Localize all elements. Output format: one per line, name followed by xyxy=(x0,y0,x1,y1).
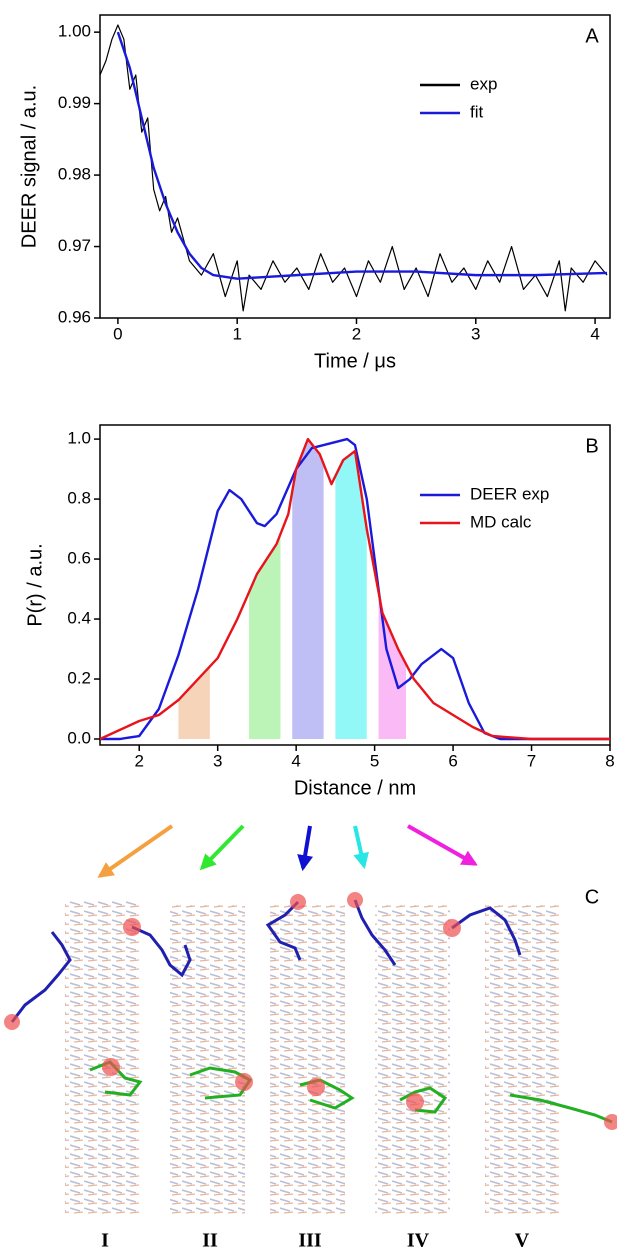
x-tick-label: 6 xyxy=(448,751,457,770)
spin-center xyxy=(406,1093,424,1111)
dna-helix xyxy=(375,905,450,1215)
x-tick-label: 4 xyxy=(291,751,300,770)
plot-frame xyxy=(99,14,611,319)
y-tick-label: 0.0 xyxy=(67,728,91,747)
arrow xyxy=(199,824,245,871)
legend-label: DEER exp xyxy=(470,484,549,503)
x-tick-label: 4 xyxy=(590,324,599,343)
data-line xyxy=(99,437,610,741)
arrow xyxy=(407,824,478,866)
y-tick-label: 0.99 xyxy=(58,93,91,112)
data-line xyxy=(100,437,610,741)
spin-center xyxy=(235,1073,253,1091)
y-tick-label: 1.00 xyxy=(58,22,91,41)
arrows xyxy=(97,824,478,878)
y-tick-label: 0.98 xyxy=(58,165,91,184)
spin-center xyxy=(4,1014,20,1030)
arrow xyxy=(97,824,174,878)
arrow xyxy=(353,825,369,870)
plot-frame xyxy=(99,424,611,746)
legend-label: MD calc xyxy=(470,512,532,531)
spin-center xyxy=(102,1058,120,1076)
x-tick-label: 0 xyxy=(113,324,122,343)
linker xyxy=(265,900,302,961)
chart: 2 3 4 5 6 7 8 0.0 0.2 0.4 0.6 0.8 1.0 DEER exp MD calc… xyxy=(24,424,615,799)
y-tick-label: 0.8 xyxy=(67,489,91,508)
arrow xyxy=(297,825,313,872)
x-tick-label: 3 xyxy=(471,324,480,343)
panel-label: C xyxy=(585,886,599,908)
dna-helix xyxy=(485,905,560,1215)
y-axis-label: DEER signal / a.u. xyxy=(18,85,40,248)
structure-label: IV xyxy=(407,1230,430,1252)
linker xyxy=(451,906,522,956)
legend-label: fit xyxy=(470,102,484,121)
chart: 0 1 2 3 4 0.96 0.97 0.98 0.99 1.00 exp fit Time / μs… xyxy=(18,14,611,372)
spin-centers xyxy=(4,892,617,1130)
y-tick-label: 0.97 xyxy=(58,236,91,255)
linker xyxy=(131,925,192,978)
spin-center xyxy=(604,1114,617,1130)
y-tick-label: 0.96 xyxy=(58,307,91,326)
structures xyxy=(4,892,617,1215)
y-axis-label: P(r) / a.u. xyxy=(24,543,46,626)
y-tick-label: 1.0 xyxy=(67,429,91,448)
y-tick-label: 0.6 xyxy=(67,549,91,568)
structure-label: V xyxy=(515,1230,530,1252)
spin-center xyxy=(443,919,461,937)
linkers xyxy=(10,899,522,1023)
spin-label xyxy=(399,1086,448,1114)
linker xyxy=(353,899,397,966)
spin-center xyxy=(123,918,141,936)
data-line xyxy=(116,31,608,280)
structure-label: I xyxy=(101,1230,109,1252)
spin-center xyxy=(307,1078,325,1096)
band xyxy=(378,439,406,740)
x-axis-label: Time / μs xyxy=(314,350,396,372)
dna-helix xyxy=(270,905,345,1215)
data-line xyxy=(99,24,608,312)
linker xyxy=(10,931,72,1023)
x-tick-label: 8 xyxy=(605,751,614,770)
structure-label: III xyxy=(298,1230,322,1252)
x-axis-label: Distance / nm xyxy=(294,777,416,799)
x-tick-label: 3 xyxy=(213,751,222,770)
legend-label: exp xyxy=(470,74,497,93)
spin-label xyxy=(509,1093,613,1124)
dna-helix xyxy=(170,905,245,1215)
y-tick-label: 0.2 xyxy=(67,669,91,688)
y-tick-label: 0.4 xyxy=(67,609,91,628)
spin-center xyxy=(347,892,363,908)
dna-helix xyxy=(65,900,140,1215)
panel-label: A xyxy=(585,25,599,47)
x-tick-label: 2 xyxy=(352,324,361,343)
x-tick-label: 2 xyxy=(134,751,143,770)
spin-center xyxy=(290,894,306,910)
band xyxy=(178,439,210,740)
structure-label: II xyxy=(202,1230,218,1252)
x-tick-label: 5 xyxy=(370,751,379,770)
panel-c: C xyxy=(4,824,617,1252)
band xyxy=(292,439,324,740)
x-tick-label: 1 xyxy=(232,324,241,343)
x-tick-label: 7 xyxy=(527,751,536,770)
panel-label: B xyxy=(585,435,598,457)
